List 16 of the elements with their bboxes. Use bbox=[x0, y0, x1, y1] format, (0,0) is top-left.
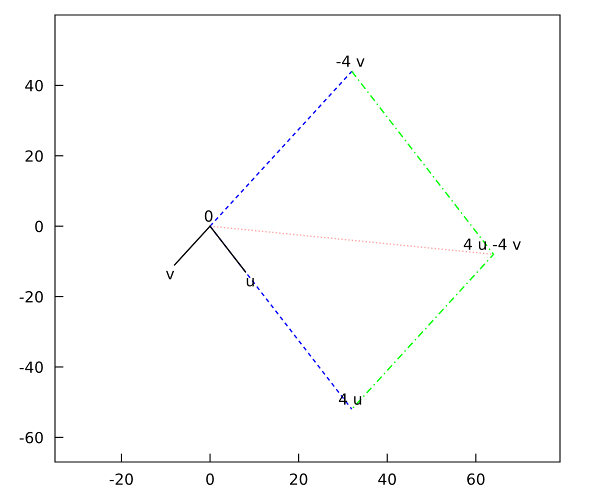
annotation: u bbox=[246, 278, 254, 287]
annotation: -4 v bbox=[336, 56, 365, 67]
annotation: 0 bbox=[204, 210, 212, 222]
y-tick-label: -60 bbox=[20, 432, 43, 444]
x-tick-label: -20 bbox=[110, 473, 133, 485]
y-tick-label: 0 bbox=[35, 220, 43, 232]
y-tick-label: 20 bbox=[26, 150, 43, 162]
y-tick-label: 40 bbox=[25, 80, 43, 92]
annotation: 4 u -4 v bbox=[464, 238, 521, 250]
x-tick-label: 40 bbox=[378, 473, 396, 485]
x-tick-label: 0 bbox=[206, 473, 214, 485]
x-tick-label: 20 bbox=[290, 473, 308, 485]
x-tick-label: 60 bbox=[467, 473, 485, 485]
annotation: v bbox=[166, 270, 174, 280]
y-tick-label: -40 bbox=[20, 361, 43, 373]
y-tick-label: -20 bbox=[20, 291, 43, 303]
